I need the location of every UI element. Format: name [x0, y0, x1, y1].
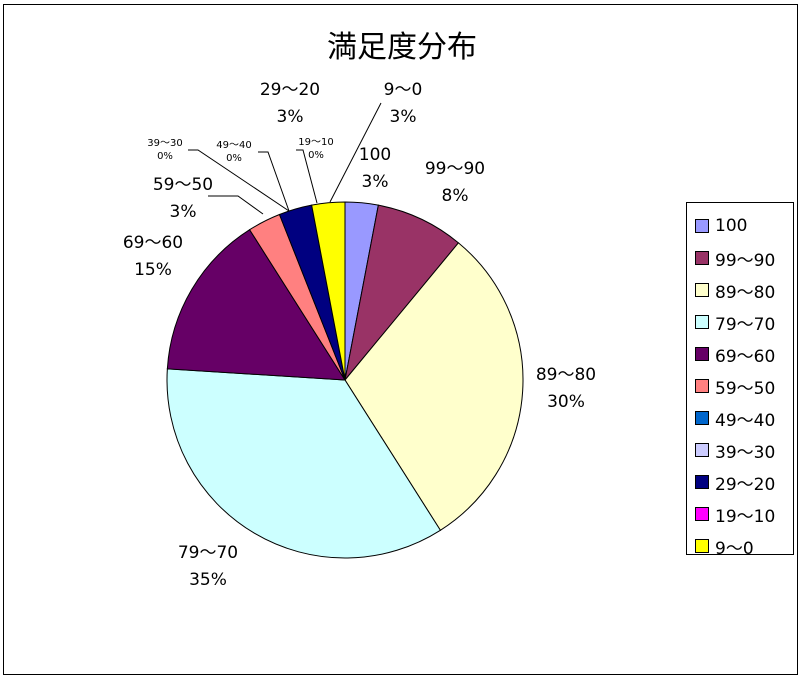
data-label-category-3: 89〜80 — [536, 365, 596, 385]
legend-label: 59〜50 — [715, 378, 776, 399]
data-label-percent-7: 0% — [226, 153, 242, 164]
legend-item: 69〜60 — [687, 338, 793, 370]
leader-line-6 — [208, 195, 264, 215]
data-label-percent-1: 3% — [362, 172, 389, 192]
legend-label: 19〜10 — [715, 506, 776, 527]
chart-title: 満足度分布 — [327, 30, 477, 65]
legend-label: 49〜40 — [715, 410, 776, 431]
pie-slice-2 — [344, 204, 460, 381]
data-label-percent-9: 3% — [277, 107, 304, 127]
legend-label: 89〜80 — [715, 282, 776, 303]
legend-swatch — [695, 347, 709, 361]
legend-swatch — [695, 539, 709, 553]
pie-slice-11 — [311, 201, 346, 381]
pie-slice-3 — [344, 242, 524, 531]
legend-label: 39〜30 — [715, 442, 776, 463]
pie-slice-4 — [166, 368, 442, 559]
legend-swatch — [695, 411, 709, 425]
data-label-category-8: 39〜30 — [147, 138, 182, 149]
legend: 100 99〜90 89〜80 79〜70 69〜60 59〜50 49〜40 39〜30 29… — [686, 202, 794, 559]
data-label-category-2: 99〜90 — [425, 159, 485, 179]
data-label-percent-2: 8% — [442, 186, 469, 206]
legend-swatch — [695, 219, 709, 233]
data-label-category-5: 69〜60 — [123, 233, 183, 253]
leader-line-11 — [329, 102, 382, 203]
data-label-percent-3: 30% — [547, 392, 585, 412]
data-label-category-10: 19〜10 — [298, 137, 333, 148]
legend-label: 69〜60 — [715, 346, 776, 367]
data-label-percent-10: 0% — [308, 150, 324, 161]
legend-swatch — [695, 283, 709, 297]
legend-item: 29〜20 — [687, 466, 793, 498]
data-label-category-7: 49〜40 — [216, 140, 251, 151]
legend-swatch — [695, 251, 709, 265]
legend-label: 9〜0 — [715, 538, 754, 559]
data-label-category-1: 100 — [359, 145, 391, 165]
legend-swatch — [695, 315, 709, 329]
legend-label: 29〜20 — [715, 474, 776, 495]
data-label-category-6: 59〜50 — [153, 175, 213, 195]
legend-label: 100 — [715, 216, 748, 236]
legend-item: 59〜50 — [687, 370, 793, 402]
legend-item: 100 — [687, 210, 793, 242]
leader-line-8 — [188, 149, 290, 212]
legend-swatch — [695, 443, 709, 457]
legend-item: 49〜40 — [687, 402, 793, 434]
legend-item: 39〜30 — [687, 434, 793, 466]
leader-line-10 — [296, 149, 318, 204]
legend-swatch — [695, 475, 709, 489]
legend-item: 79〜70 — [687, 306, 793, 338]
legend-item: 89〜80 — [687, 274, 793, 306]
legend-item: 9〜0 — [687, 530, 793, 562]
data-label-percent-6: 3% — [170, 202, 197, 222]
data-label-category-11: 9〜0 — [384, 80, 423, 100]
data-label-percent-11: 3% — [390, 107, 417, 127]
data-label-percent-8: 0% — [157, 151, 173, 162]
legend-item: 99〜90 — [687, 242, 793, 274]
pie-slice-5 — [166, 229, 346, 381]
data-label-percent-5: 15% — [134, 260, 172, 280]
legend-swatch — [695, 379, 709, 393]
data-label-percent-4: 35% — [189, 570, 227, 590]
legend-item: 19〜10 — [687, 498, 793, 530]
legend-label: 79〜70 — [715, 314, 776, 335]
legend-swatch — [695, 507, 709, 521]
data-label-category-4: 79〜70 — [178, 543, 238, 563]
legend-label: 99〜90 — [715, 250, 776, 271]
leader-line-7 — [258, 151, 290, 212]
data-label-category-9: 29〜20 — [260, 80, 320, 100]
